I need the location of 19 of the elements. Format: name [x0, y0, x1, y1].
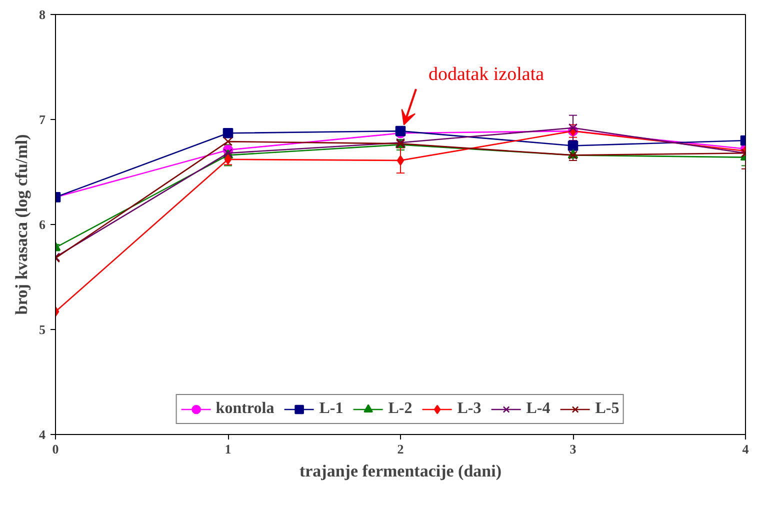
y-axis-title: broj kvasaca (log cfu/ml): [12, 134, 31, 315]
x-tick-label: 2: [397, 442, 404, 456]
legend-label: L-5: [595, 400, 620, 418]
legend-label: L-4: [526, 400, 550, 418]
x-tick-label: 0: [52, 442, 59, 456]
y-tick-label: 6: [39, 217, 46, 232]
legend-label: kontrola: [216, 400, 274, 418]
annotation: dodatak izolata: [428, 64, 545, 86]
y-tick-label: 4: [39, 427, 46, 442]
x-tick-label: 3: [570, 442, 577, 456]
legend-label: L-3: [457, 400, 482, 418]
y-tick-label: 8: [39, 7, 46, 22]
x-tick-label: 4: [742, 442, 750, 456]
y-tick-label: 7: [39, 112, 46, 127]
x-tick-label: 1: [224, 442, 232, 456]
legend-label: L-2: [388, 400, 412, 418]
y-tick-label: 5: [39, 322, 46, 337]
legend-label: L-1: [319, 400, 344, 418]
x-axis-title: trajanje fermentacije (dani): [299, 462, 502, 480]
